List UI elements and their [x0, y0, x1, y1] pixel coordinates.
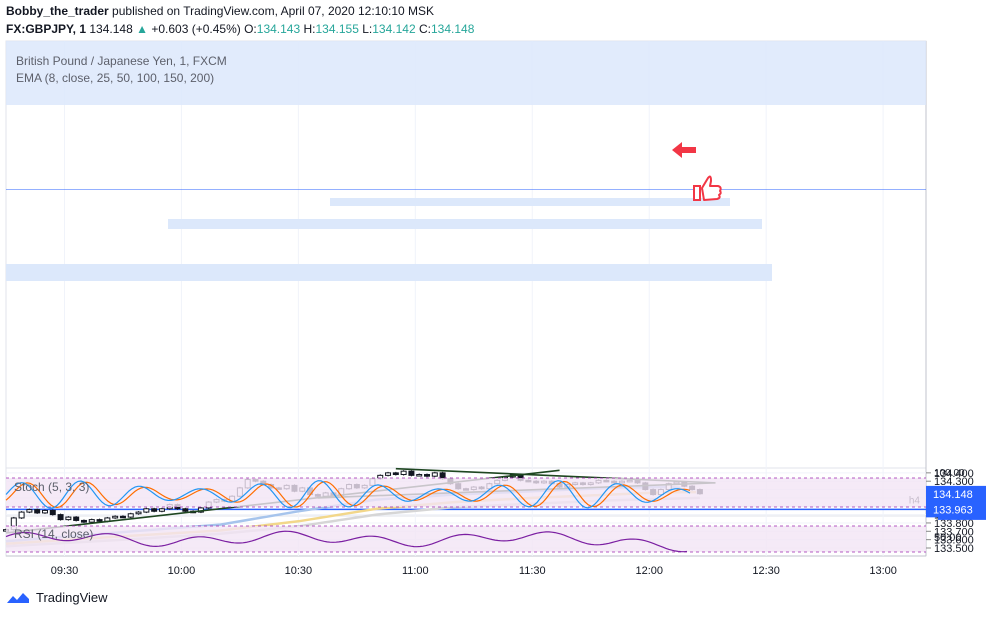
symbol-header: FX:GBPJPY, 1 134.148 ▲ +0.603 (+0.45%) O… — [6, 22, 474, 36]
ohlc-h: 134.155 — [315, 22, 359, 36]
y-tick-label: 133.800 — [934, 518, 974, 530]
instrument-legend[interactable]: British Pound / Japanese Yen, 1, FXCM — [16, 54, 227, 68]
x-tick-label: 12:30 — [752, 565, 780, 577]
up-triangle-icon: ▲ — [136, 22, 148, 36]
ohlc-o: 134.143 — [256, 22, 301, 36]
candle-body — [34, 509, 41, 514]
candle-body — [57, 514, 64, 521]
tradingview-footer[interactable]: TradingView — [6, 590, 108, 605]
ohlc-o-label: O: — [244, 22, 257, 36]
candle-body — [18, 511, 25, 519]
last-price-badge-text: 134.148 — [933, 489, 973, 501]
last-price-dotted — [6, 189, 926, 190]
ohlc-l-label: L: — [362, 22, 373, 36]
x-tick-label: 10:30 — [285, 565, 313, 577]
ohlc-c: 134.148 — [430, 22, 475, 36]
support-zone-3 — [6, 264, 772, 281]
price-chart[interactable]: 133.500133.600133.700133.800133.900134.0… — [0, 40, 988, 600]
x-tick-label: 11:00 — [402, 565, 429, 577]
x-tick-label: 09:30 — [51, 565, 79, 577]
candle-body — [26, 509, 33, 513]
candle-body — [143, 508, 150, 513]
last-price: 134.148 — [89, 22, 133, 36]
y-tick-label: 134.300 — [934, 476, 974, 488]
rsi-band — [6, 526, 926, 552]
published-text: published on TradingView.com, April 07, … — [112, 4, 435, 18]
x-tick-label: 11:30 — [519, 565, 546, 577]
x-tick-label: 13:00 — [869, 565, 897, 577]
stoch-band — [6, 478, 926, 507]
rsi-axis-label: 50.00 — [934, 532, 962, 544]
stoch-k-line — [5, 480, 691, 509]
resistance-zone — [6, 41, 926, 105]
candle-body — [400, 470, 407, 476]
candle-body — [80, 519, 87, 523]
candle-body — [182, 508, 189, 512]
candle-body — [88, 519, 95, 523]
x-tick-label: 10:00 — [168, 565, 196, 577]
publish-header: Bobby_the_trader published on TradingVie… — [6, 4, 434, 18]
ohlc-h-label: H: — [303, 22, 316, 36]
stoch-legend[interactable]: Stoch (5, 3, 3) — [14, 480, 90, 494]
stoch-d-line — [5, 480, 691, 509]
last-price-badge — [926, 485, 986, 502]
symbol-name: FX:GBPJPY, 1 — [6, 22, 87, 36]
main-pane — [5, 40, 927, 469]
candle-body — [41, 509, 48, 514]
price-change: +0.603 (+0.45%) — [151, 22, 241, 36]
candle-body — [49, 509, 56, 516]
stoch-axis-label: 100.00 — [934, 468, 965, 479]
candle-body — [158, 508, 165, 512]
candle-body — [408, 470, 415, 476]
ohlc-c-label: C: — [418, 22, 431, 36]
author-name[interactable]: Bobby_the_trader — [6, 4, 109, 18]
candle-body — [65, 516, 72, 521]
candle-body — [151, 508, 158, 512]
y-tick-label: 133.700 — [934, 526, 974, 538]
rsi-line — [5, 530, 688, 553]
candle-body — [96, 519, 103, 522]
rsi-legend[interactable]: RSI (14, close) — [14, 527, 94, 541]
support-zone-2 — [168, 219, 762, 229]
support-zone-1 — [330, 198, 730, 206]
candle-body — [416, 474, 423, 477]
red-arrow-icon — [672, 142, 696, 158]
candle-body — [119, 515, 126, 519]
level-badge-text: 133.963 — [933, 504, 973, 516]
x-tick-label: 12:00 — [635, 565, 663, 577]
y-tick-label: 133.500 — [934, 543, 974, 555]
footer-brand: TradingView — [36, 590, 108, 605]
candle-body — [392, 472, 399, 476]
level-badge — [926, 501, 986, 518]
candle-body — [127, 513, 134, 518]
thumbs-up-icon — [693, 175, 722, 201]
candle-body — [424, 474, 431, 477]
ema-legend[interactable]: EMA (8, close, 25, 50, 100, 150, 200) — [16, 71, 215, 85]
candle-body — [135, 511, 142, 515]
y-tick-label: 133.600 — [934, 535, 974, 547]
tradingview-logo-icon — [7, 592, 29, 603]
ohlc-l: 134.142 — [372, 22, 416, 36]
candle-body — [431, 472, 438, 477]
candle-body — [73, 516, 80, 521]
y-tick-label: 134.400 — [934, 468, 974, 480]
candle-body — [112, 515, 119, 519]
candle-body — [385, 472, 392, 476]
